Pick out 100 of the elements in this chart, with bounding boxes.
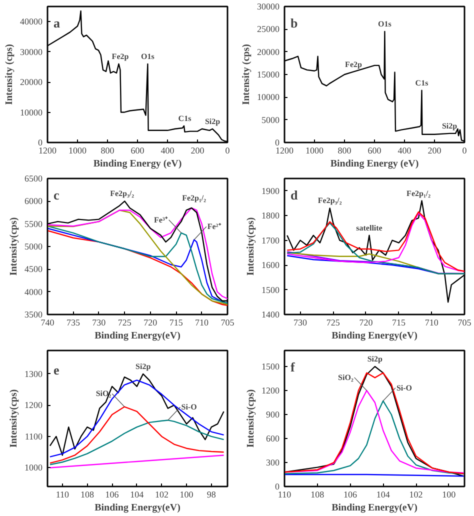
annotation: Fe2p	[345, 60, 362, 70]
y-tick-label: 25000	[257, 24, 280, 34]
y-tick-label: 4000	[24, 286, 43, 297]
x-tick-label: 715	[392, 318, 406, 328]
y-axis-title: Intensity(cps)	[8, 217, 20, 276]
annotation: Si-O	[396, 383, 412, 392]
x-tick-label: 108	[80, 490, 94, 500]
y-tick-label: 1600	[262, 260, 280, 270]
y-tick-label: 0	[38, 138, 43, 148]
text: d	[290, 188, 298, 202]
y-tick-label: 1000	[24, 462, 43, 473]
text: e	[54, 362, 60, 378]
y-tick-label: 0	[275, 482, 280, 492]
x-tick-label: 720	[359, 318, 374, 328]
y-tick-label: 1200	[24, 400, 43, 410]
x-tick-label: 740	[40, 318, 55, 328]
x-tick-label: 800	[100, 146, 115, 156]
y-tick-label: 1200	[262, 386, 280, 396]
y-tick-label: 6500	[24, 174, 43, 184]
y-tick-label: 6000	[24, 196, 43, 206]
annotation: Si2p	[136, 362, 152, 371]
x-tick-label: 106	[105, 490, 120, 500]
x-tick-label: 600	[130, 146, 145, 156]
y-tick-label: 600	[266, 434, 280, 444]
y-tick-label: 5000	[262, 114, 280, 125]
y-tick-label: 15000	[257, 70, 280, 80]
x-tick-label: 104	[376, 490, 390, 500]
x-tick-label: 0	[462, 146, 468, 156]
x-tick-label: 715	[169, 318, 184, 328]
y-tick-label: 10000	[257, 92, 280, 102]
x-tick-label: 720	[144, 318, 158, 328]
annotation: O1s	[378, 19, 392, 28]
x-tick-label: 108	[310, 490, 325, 500]
x-tick-label: 705	[458, 318, 472, 328]
x-tick-label: 102	[154, 490, 168, 500]
y-tick-label: 20000	[20, 77, 43, 88]
x-tick-label: 725	[118, 318, 132, 328]
y-tick-label: 1500	[262, 284, 280, 295]
y-tick-label: 30000	[257, 2, 280, 12]
x-tick-label: 400	[160, 146, 175, 156]
x-axis-title: Binding Energy(eV)	[94, 330, 180, 342]
y-tick-label: 1700	[262, 235, 280, 246]
x-tick-label: 200	[428, 146, 442, 156]
x-tick-label: 600	[368, 146, 382, 156]
annotation: Si2p	[367, 354, 384, 364]
x-tick-label: 104	[130, 490, 144, 500]
x-tick-label: 102	[409, 490, 423, 500]
y-tick-label: 30000	[20, 46, 43, 57]
y-tick-label: 1400	[262, 310, 280, 320]
y-tick-label: 1100	[24, 431, 43, 442]
x-axis-title: Binding Energy(eV)	[332, 502, 418, 514]
annotation: C1s	[178, 114, 192, 123]
annotation: Fe2p₃/₂	[318, 196, 342, 206]
annotation: Fe²⁺	[207, 222, 222, 232]
x-tick-label: 735	[66, 318, 80, 328]
x-tick-label: 1000	[68, 146, 87, 156]
x-tick-label: 710	[424, 318, 439, 328]
y-tick-label: 10000	[20, 107, 43, 118]
y-axis-title: Intensity(cps)	[246, 389, 256, 448]
x-tick-label: 100	[180, 490, 194, 500]
x-tick-label: 110	[56, 490, 70, 500]
x-axis-title: Binding Energy(eV)	[94, 502, 180, 514]
x-tick-label: 98	[206, 490, 216, 500]
y-tick-label: 5000	[24, 242, 43, 252]
annotation: Si2p	[204, 116, 221, 126]
annotation: SiO₂	[338, 372, 354, 382]
annotation: Fe2p₁/₂	[182, 194, 207, 203]
annotation: Fe2p₃/₂	[110, 189, 135, 198]
x-tick-label: 1200	[38, 146, 57, 156]
text: c	[54, 188, 60, 202]
annotation: O1s	[141, 52, 154, 61]
y-axis-title: Intensity (cps)	[4, 44, 15, 105]
text: b	[290, 16, 298, 30]
x-tick-label: 705	[220, 318, 235, 328]
x-tick-label: 710	[195, 318, 210, 328]
x-axis-title: Binding Energy(eV)	[332, 330, 418, 342]
y-axis-title: Intensity(cps)	[8, 389, 20, 448]
annotation: Fe³⁺	[154, 215, 168, 224]
y-tick-label: 1300	[24, 368, 43, 379]
annotation: satellite	[356, 223, 383, 232]
y-tick-label: 40000	[20, 16, 43, 27]
annotation: Fe2p	[112, 52, 130, 61]
x-tick-label: 100	[442, 490, 456, 500]
y-tick-label: 5500	[24, 218, 43, 229]
x-axis-title: Binding Energy (eV)	[93, 158, 182, 170]
y-tick-label: 0	[275, 138, 280, 148]
y-tick-label: 20000	[257, 46, 280, 57]
x-tick-label: 730	[294, 318, 308, 328]
x-tick-label: 106	[344, 490, 358, 500]
x-tick-label: 110	[278, 490, 292, 500]
y-tick-label: 300	[266, 458, 280, 468]
text: a	[54, 16, 60, 30]
y-axis-title: Intensity(cps)	[246, 217, 256, 276]
annotation: C1s	[415, 78, 428, 88]
y-tick-label: 1800	[262, 210, 280, 221]
annotation: Fe2p₁/₂	[406, 188, 432, 198]
y-tick-label: 900	[266, 410, 280, 420]
x-tick-label: 730	[92, 318, 106, 328]
annotation: Si2p	[442, 121, 458, 130]
y-tick-label: 4500	[24, 264, 43, 274]
